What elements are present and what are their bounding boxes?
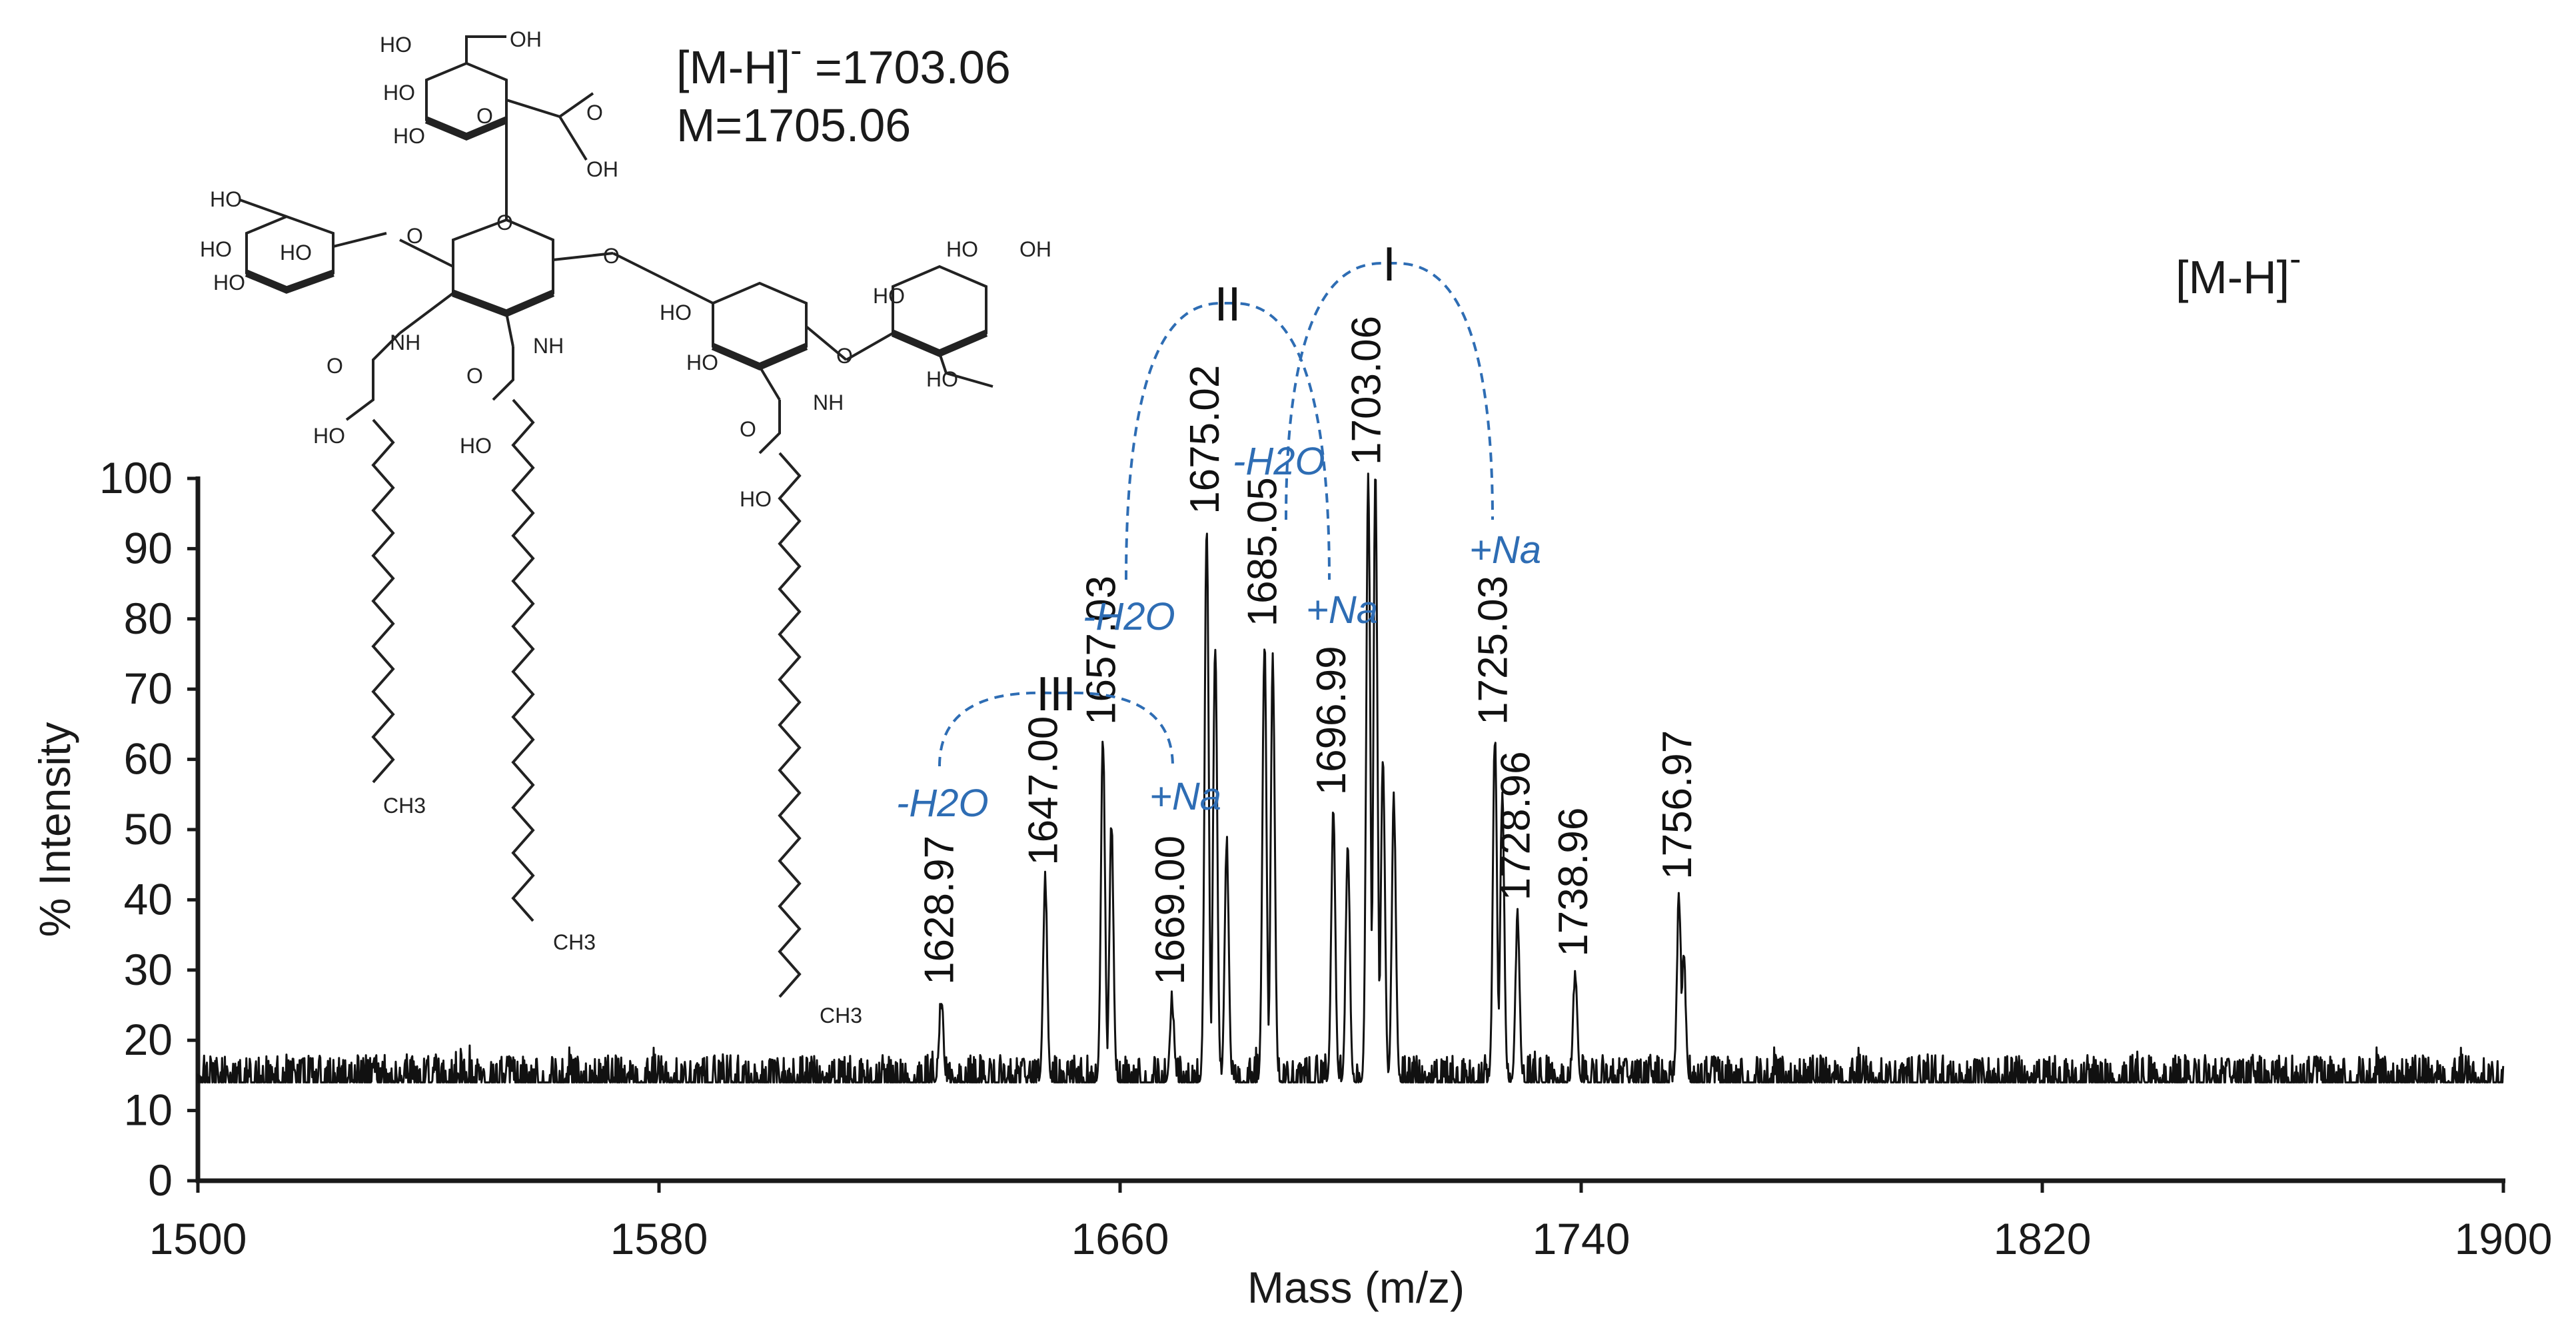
atom-ch3: CH3 [820, 1004, 862, 1027]
ion-superscript: - [790, 31, 802, 70]
atom-o: O [406, 224, 423, 248]
atom-nh: NH [390, 331, 420, 354]
mode-label: [M-H] [2176, 251, 2289, 303]
x-tick-label: 1660 [1071, 1214, 1169, 1263]
peak-label: 1657.03 [1078, 576, 1124, 725]
y-tick-label: 10 [124, 1085, 173, 1135]
peak-label: 1647.00 [1021, 716, 1067, 866]
atom-ho: HO [740, 487, 772, 511]
y-ticks: 0 10 20 30 40 50 60 70 80 90 100 [99, 453, 198, 1205]
atom-ho: HO [380, 33, 412, 57]
x-tick-label: 1900 [2455, 1214, 2553, 1263]
atom-nh: NH [533, 334, 564, 358]
y-tick-label: 30 [124, 945, 173, 994]
atom-o: O [603, 244, 620, 268]
svg-text:[M-H]-: [M-H]- [2176, 240, 2301, 303]
atom-ho: HO [686, 350, 718, 374]
atom-ho: HO [200, 237, 232, 261]
ion-formula-left: [M-H] [676, 41, 790, 93]
peak-label: 1685.05 [1240, 477, 1286, 626]
molecular-mass-line: M=1705.06 [676, 99, 911, 151]
atom-oh: OH [510, 27, 542, 51]
atom-ho: HO [210, 187, 242, 211]
atom-ho: HO [383, 81, 415, 105]
atom-hoocsub: HO [926, 367, 958, 391]
atom-o: O [740, 417, 756, 441]
atom-oh: OH [586, 157, 618, 181]
x-ticks: 1500 1580 1660 1740 1820 1900 [149, 1181, 2553, 1263]
y-tick-label: 20 [124, 1015, 173, 1064]
peak-label: 1756.97 [1654, 730, 1700, 880]
atom-ho: HO [946, 237, 978, 261]
y-tick-label: 70 [124, 664, 173, 713]
atom-nh: NH [813, 390, 844, 414]
y-tick-label: 0 [148, 1155, 173, 1205]
peak-label: 1696.99 [1309, 646, 1355, 795]
atom-o: O [466, 364, 483, 388]
annotation-water-loss: -H2O [1233, 440, 1325, 483]
annotation-sodium: +Na [1306, 588, 1378, 632]
glycolipid-structure: HO OH HO O HO O OH O HO HO HO HO O O NH … [200, 27, 1051, 1027]
group-arc [1125, 301, 1331, 580]
atom-ho: HO [460, 434, 492, 458]
y-tick-label: 90 [124, 523, 173, 572]
group-label: I [1383, 238, 1396, 291]
y-tick-label: 50 [124, 804, 173, 854]
x-tick-label: 1500 [149, 1214, 247, 1263]
group-arc [938, 691, 1174, 767]
peak-label: 1728.96 [1493, 751, 1539, 900]
atom-o: O [586, 101, 603, 125]
mode-superscript: - [2289, 240, 2301, 279]
group-label: II [1214, 278, 1241, 331]
peak-label: 1628.97 [917, 836, 963, 985]
annotation-water-loss: -H2O [1083, 595, 1175, 638]
y-tick-label: 80 [124, 594, 173, 643]
annotation-sodium: +Na [1149, 775, 1221, 818]
svg-text:[M-H]- =1703.06: [M-H]- =1703.06 [676, 31, 1011, 93]
atom-o: O [476, 104, 493, 128]
atom-oh: OH [1019, 237, 1051, 261]
atom-o: O [836, 344, 853, 368]
x-axis-title: Mass (m/z) [1247, 1263, 1465, 1312]
atom-o: O [496, 211, 513, 235]
y-tick-label: 40 [124, 874, 173, 924]
ion-value-text: =1703.06 [802, 41, 1010, 93]
x-tick-label: 1820 [1994, 1214, 2092, 1263]
atom-ho: HO [660, 301, 692, 325]
atom-ch3: CH3 [383, 794, 426, 818]
y-tick-label: 100 [99, 453, 173, 502]
annotation-water-loss: -H2O [896, 782, 989, 825]
atom-o: O [326, 354, 343, 378]
atom-ho: HO [280, 241, 312, 265]
atom-ho: HO [313, 424, 345, 448]
ionization-mode-label: [M-H]- [2176, 240, 2301, 303]
spectrum-trace [197, 472, 2505, 1083]
peak-label: 1703.06 [1344, 316, 1390, 465]
peak-label: 1725.03 [1471, 576, 1517, 725]
atom-ho: HO [873, 284, 905, 308]
atom-ho: HO [213, 271, 245, 295]
y-tick-label: 60 [124, 734, 173, 784]
ion-formula-header: [M-H]- =1703.06 M=1705.06 [676, 31, 1011, 151]
peak-label: 1675.02 [1182, 365, 1228, 514]
atom-ch3: CH3 [553, 930, 596, 954]
atom-ho: HO [393, 124, 425, 148]
x-tick-label: 1740 [1533, 1214, 1630, 1263]
annotation-sodium: +Na [1469, 528, 1541, 572]
peak-label: 1738.96 [1551, 808, 1597, 957]
x-tick-label: 1580 [610, 1214, 708, 1263]
peak-label: 1669.00 [1147, 836, 1193, 985]
group-label: III [1036, 668, 1076, 721]
y-axis-title: % Intensity [30, 722, 79, 938]
group-arc [1285, 261, 1494, 520]
